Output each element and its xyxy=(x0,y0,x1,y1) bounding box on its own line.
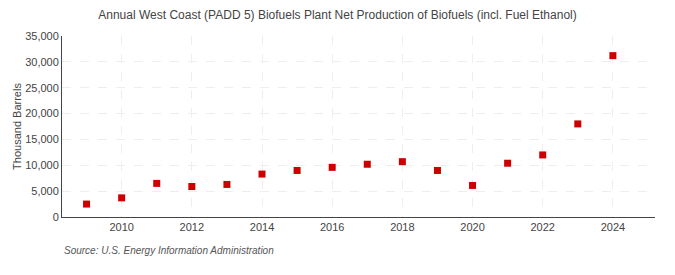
svg-text:15,000: 15,000 xyxy=(25,133,59,145)
svg-text:25,000: 25,000 xyxy=(25,82,59,94)
svg-text:Thousand Barrels: Thousand Barrels xyxy=(11,83,23,170)
svg-text:2010: 2010 xyxy=(109,221,133,233)
svg-text:2020: 2020 xyxy=(460,221,484,233)
svg-text:2016: 2016 xyxy=(320,221,344,233)
svg-text:2022: 2022 xyxy=(530,221,554,233)
svg-text:0: 0 xyxy=(53,211,59,223)
svg-text:2014: 2014 xyxy=(250,221,274,233)
svg-text:35,000: 35,000 xyxy=(25,30,59,42)
svg-text:20,000: 20,000 xyxy=(25,107,59,119)
svg-text:2018: 2018 xyxy=(390,221,414,233)
svg-text:Annual West Coast (PADD 5) Bio: Annual West Coast (PADD 5) Biofuels Plan… xyxy=(98,8,576,22)
svg-text:5,000: 5,000 xyxy=(31,185,59,197)
svg-text:2024: 2024 xyxy=(601,221,625,233)
svg-text:2012: 2012 xyxy=(180,221,204,233)
svg-text:10,000: 10,000 xyxy=(25,159,59,171)
svg-text:Source: U.S. Energy Informatio: Source: U.S. Energy Information Administ… xyxy=(64,245,274,256)
svg-text:30,000: 30,000 xyxy=(25,56,59,68)
